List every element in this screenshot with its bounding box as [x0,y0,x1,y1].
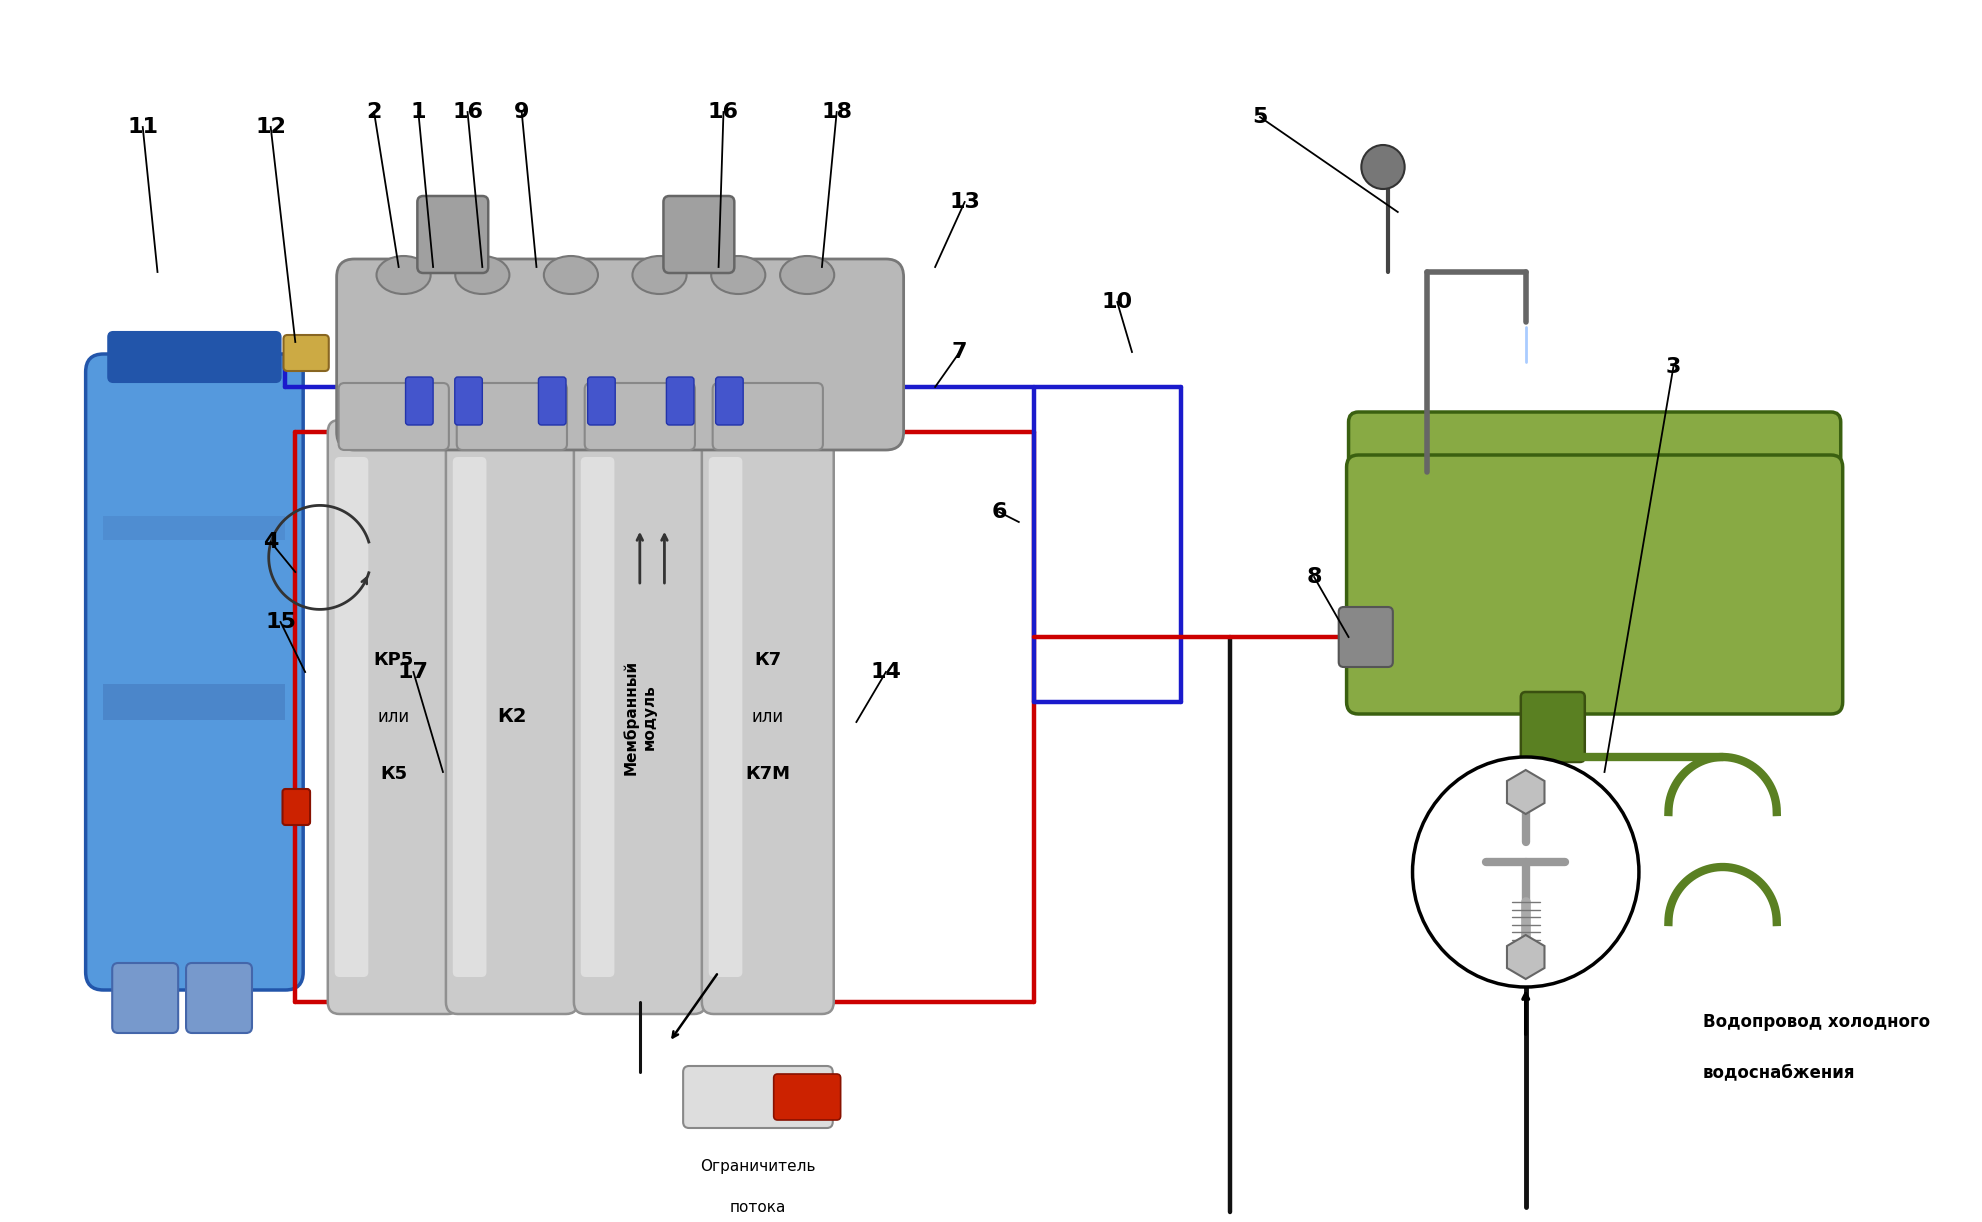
FancyBboxPatch shape [337,259,904,450]
FancyBboxPatch shape [456,382,567,450]
FancyBboxPatch shape [446,420,577,1014]
Text: 5: 5 [1253,108,1266,127]
FancyBboxPatch shape [587,378,614,425]
Text: К7М: К7М [745,765,791,783]
Ellipse shape [543,255,599,295]
FancyBboxPatch shape [85,354,303,990]
FancyBboxPatch shape [283,335,329,371]
Text: 15: 15 [266,612,295,632]
Ellipse shape [712,255,765,295]
Text: 2: 2 [367,101,383,122]
Text: 14: 14 [870,662,902,682]
Text: 6: 6 [991,502,1007,522]
Text: КР5: КР5 [373,651,414,668]
Text: 11: 11 [127,117,159,137]
FancyBboxPatch shape [573,420,706,1014]
Bar [103,684,285,720]
Text: 16: 16 [708,101,739,122]
FancyBboxPatch shape [1346,455,1841,714]
Text: Ограничитель: Ограничитель [700,1160,815,1174]
FancyBboxPatch shape [702,420,832,1014]
FancyBboxPatch shape [585,382,694,450]
Text: 1: 1 [410,101,426,122]
FancyBboxPatch shape [666,378,694,425]
FancyBboxPatch shape [113,963,178,1033]
Text: или: или [751,708,783,726]
Circle shape [1411,756,1637,987]
FancyBboxPatch shape [1520,692,1584,763]
FancyBboxPatch shape [682,1066,832,1128]
Text: 7: 7 [951,342,967,362]
Text: Водопровод холодного: Водопровод холодного [1703,1013,1928,1031]
Text: водоснабжения: водоснабжения [1703,1063,1855,1081]
Text: 10: 10 [1102,292,1132,312]
Text: 12: 12 [256,117,285,137]
Text: Мембранный
модуль: Мембранный модуль [622,660,656,775]
Text: К7: К7 [753,651,781,668]
Text: 13: 13 [949,192,979,211]
Text: 16: 16 [452,101,484,122]
FancyBboxPatch shape [186,963,252,1033]
Text: 9: 9 [513,101,529,122]
FancyBboxPatch shape [1348,412,1839,481]
Text: 3: 3 [1665,357,1681,378]
Text: К5: К5 [381,765,406,783]
FancyBboxPatch shape [716,378,743,425]
FancyBboxPatch shape [773,1074,840,1121]
Text: К2: К2 [497,708,527,727]
FancyBboxPatch shape [281,789,309,825]
Circle shape [1362,145,1403,189]
FancyBboxPatch shape [327,420,460,1014]
Text: 17: 17 [398,662,428,682]
FancyBboxPatch shape [539,378,565,425]
FancyBboxPatch shape [406,378,432,425]
Text: 4: 4 [264,532,277,552]
FancyBboxPatch shape [1338,607,1391,667]
FancyBboxPatch shape [416,196,488,273]
FancyBboxPatch shape [454,378,482,425]
Text: 8: 8 [1306,567,1322,587]
Ellipse shape [779,255,834,295]
FancyBboxPatch shape [664,196,733,273]
FancyBboxPatch shape [712,382,823,450]
Text: или: или [377,708,410,726]
FancyBboxPatch shape [452,457,486,978]
Ellipse shape [456,255,509,295]
FancyBboxPatch shape [109,332,279,382]
FancyBboxPatch shape [581,457,614,978]
Ellipse shape [377,255,430,295]
Ellipse shape [632,255,686,295]
FancyBboxPatch shape [339,382,448,450]
Text: 18: 18 [821,101,852,122]
FancyBboxPatch shape [708,457,741,978]
Text: потока: потока [729,1200,785,1215]
FancyBboxPatch shape [335,457,369,978]
Bar [103,516,285,540]
